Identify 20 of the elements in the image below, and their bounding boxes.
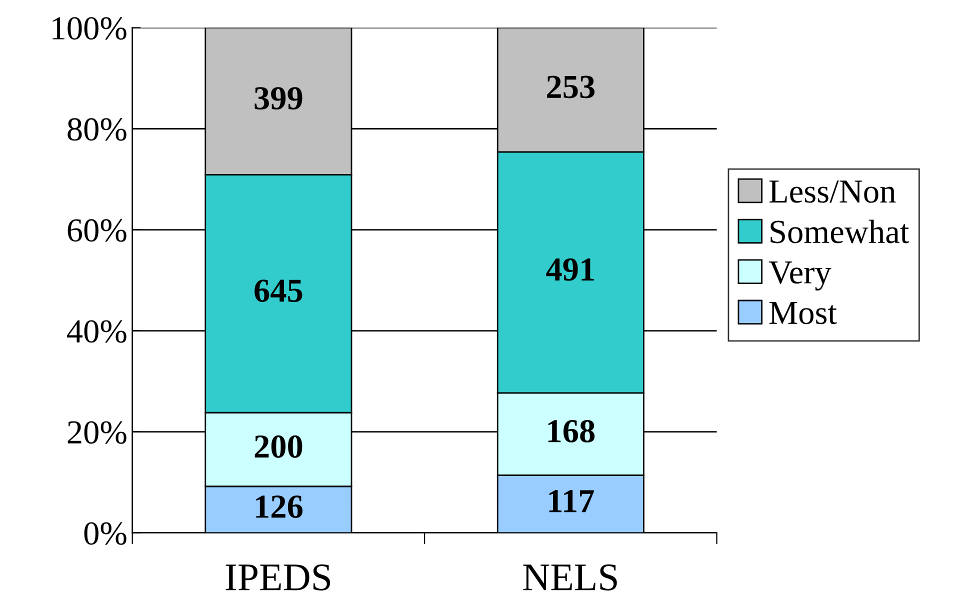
annotation: 117: [549, 490, 594, 512]
y-tick-label: 100%: [52, 17, 126, 40]
annotation: 253: [547, 76, 595, 98]
annotation: 200: [254, 435, 302, 458]
y-tick-label: 40%: [67, 320, 126, 343]
y-tick-label: 20%: [68, 421, 126, 444]
annotation: 399: [254, 87, 302, 110]
x-tick-label: IPEDS: [226, 564, 330, 591]
annotation: 645: [254, 280, 302, 302]
annotation: 168: [548, 420, 595, 442]
legend-label: Somewhat: [770, 220, 909, 244]
legend-label: Less/Non: [769, 180, 896, 203]
annotation: 491: [546, 258, 594, 281]
annotation: 126: [256, 496, 302, 518]
legend-label: Most: [769, 302, 837, 324]
legend-label: Very: [768, 261, 832, 291]
y-tick-label: 0%: [84, 522, 126, 545]
x-tick-label: NELS: [523, 564, 617, 591]
y-tick-label: 80%: [68, 118, 126, 141]
y-tick-label: 60%: [68, 219, 126, 242]
